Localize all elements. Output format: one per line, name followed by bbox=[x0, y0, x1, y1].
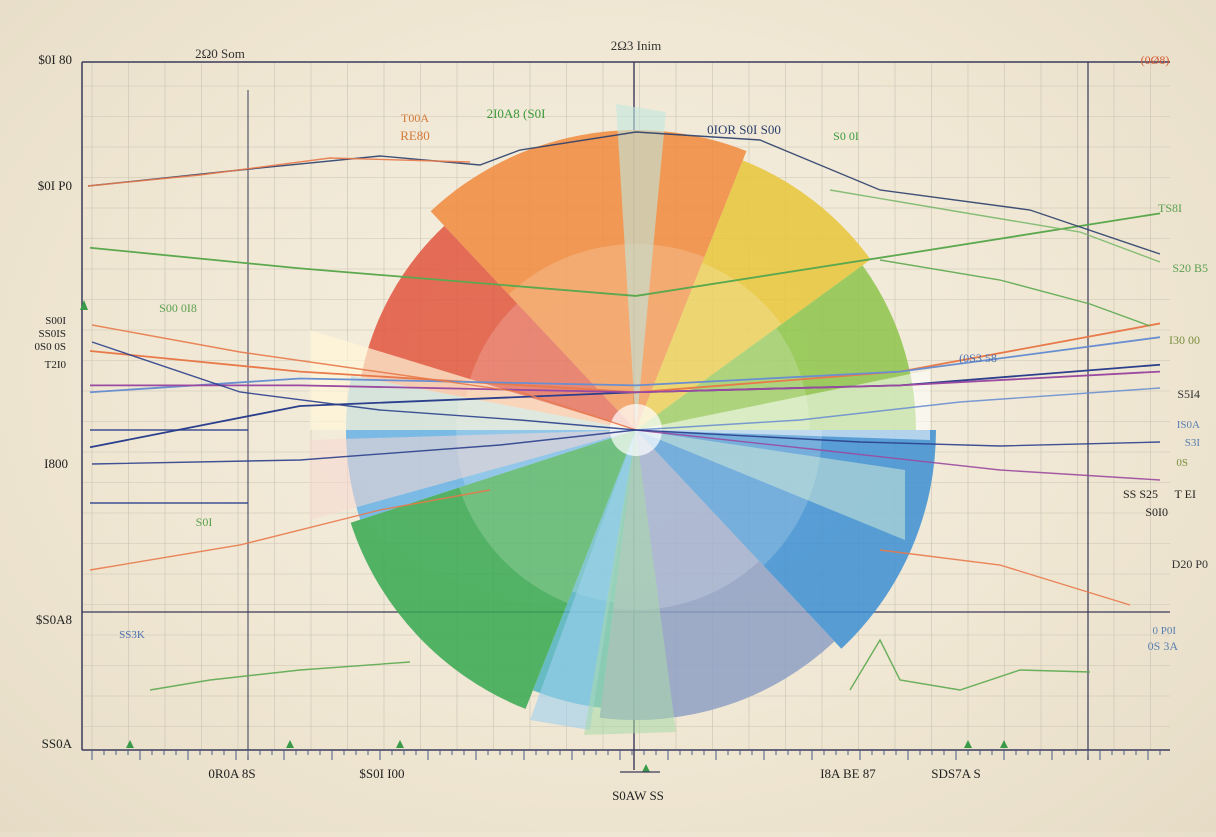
axis-ticks bbox=[80, 300, 1161, 773]
tick-marker bbox=[396, 740, 404, 748]
right-label-12: 0S 3A bbox=[1148, 639, 1179, 653]
light-beam bbox=[636, 430, 905, 540]
callout-2: 2I0A8 (S0I bbox=[487, 106, 546, 121]
pie-slice-inner bbox=[636, 262, 782, 430]
chart-title: 2Ω3 Inim bbox=[611, 38, 661, 53]
callout-6: (0S3 58 bbox=[959, 351, 997, 365]
trend-line bbox=[849, 638, 1091, 691]
pie-slice-inner bbox=[459, 430, 636, 603]
light-beam bbox=[636, 370, 930, 440]
trend-line bbox=[879, 259, 1151, 327]
callout-7: S0I bbox=[196, 515, 213, 529]
left-label-6: I800 bbox=[44, 456, 68, 471]
left-label-0: $0I 80 bbox=[38, 52, 72, 67]
pie-slice bbox=[532, 430, 636, 708]
series-line bbox=[89, 212, 1161, 297]
callout-0: T00A bbox=[401, 111, 429, 125]
bottom-label-3: I8A BE 87 bbox=[820, 766, 876, 781]
trend-line bbox=[879, 549, 1131, 606]
light-beam bbox=[530, 430, 636, 730]
trend-line bbox=[149, 661, 411, 691]
series-lines bbox=[87, 131, 1161, 691]
right-label-1: S20 B5 bbox=[1172, 261, 1208, 275]
callout-5: S00 0I8 bbox=[159, 301, 197, 315]
pie-slice bbox=[350, 430, 636, 709]
trend-line bbox=[635, 387, 1161, 431]
pie-slice bbox=[636, 160, 871, 431]
bottom-label-2: S0AW SS bbox=[612, 788, 664, 803]
light-beam bbox=[616, 104, 666, 430]
series-line bbox=[90, 370, 1161, 394]
tick-marker bbox=[286, 740, 294, 748]
trend-line bbox=[89, 489, 491, 571]
series-line bbox=[89, 336, 1161, 394]
light-beam bbox=[310, 330, 636, 430]
left-label-8: SS0A bbox=[42, 736, 73, 751]
bottom-label-1: $S0I I00 bbox=[359, 766, 404, 781]
pie-slice-inner bbox=[508, 244, 705, 430]
left-label-1: $0I P0 bbox=[38, 178, 72, 193]
light-beam bbox=[584, 430, 676, 735]
left-label-4: 0S0 0S bbox=[35, 341, 67, 353]
trend-line bbox=[87, 131, 1161, 255]
right-label-2: I30 00 bbox=[1169, 333, 1200, 347]
right-label-6: 0S bbox=[1176, 457, 1188, 469]
top-label-right: (0Ø8) bbox=[1141, 53, 1170, 67]
top-label-left: 2Ω0 Som bbox=[195, 46, 245, 61]
tick-marker bbox=[126, 740, 134, 748]
trend-line bbox=[91, 341, 637, 431]
right-label-4: IS0A bbox=[1177, 419, 1200, 431]
light-fans bbox=[310, 104, 930, 735]
callout-3: 0IOR S0I S00 bbox=[707, 122, 781, 137]
trend-line bbox=[91, 324, 637, 431]
right-label-7: SS S25 bbox=[1123, 487, 1158, 501]
right-label-3: S5I4 bbox=[1177, 387, 1200, 401]
right-label-8: T EI bbox=[1175, 487, 1196, 501]
right-label-5: S3I bbox=[1185, 437, 1201, 449]
pie-slice bbox=[430, 129, 747, 430]
trend-line bbox=[635, 429, 1161, 481]
pie-slice-inner bbox=[572, 430, 636, 603]
center-marker bbox=[642, 764, 650, 772]
trend-line bbox=[87, 157, 471, 187]
trend-line bbox=[91, 429, 637, 465]
callout-8: SS3K bbox=[119, 629, 145, 641]
bottom-label-0: 0R0A 8S bbox=[208, 766, 255, 781]
right-label-9: S0I0 bbox=[1145, 505, 1168, 519]
trend-line bbox=[635, 429, 1161, 447]
left-label-2: S00I bbox=[45, 315, 66, 327]
callout-1: RE80 bbox=[400, 128, 430, 143]
right-label-10: D20 P0 bbox=[1172, 557, 1208, 571]
right-label-0: TS8I bbox=[1158, 201, 1182, 215]
left-label-3: SS0IS bbox=[38, 328, 66, 340]
tick-marker bbox=[964, 740, 972, 748]
callout-4: S0 0I bbox=[833, 129, 859, 143]
trend-line bbox=[829, 189, 1161, 263]
axis-marker bbox=[80, 300, 88, 310]
tick-marker bbox=[1000, 740, 1008, 748]
right-label-11: 0 P0I bbox=[1152, 625, 1176, 637]
bottom-label-4: SDS7A S bbox=[931, 766, 981, 781]
left-label-7: $S0A8 bbox=[36, 612, 72, 627]
left-label-5: T2I0 bbox=[45, 359, 67, 371]
